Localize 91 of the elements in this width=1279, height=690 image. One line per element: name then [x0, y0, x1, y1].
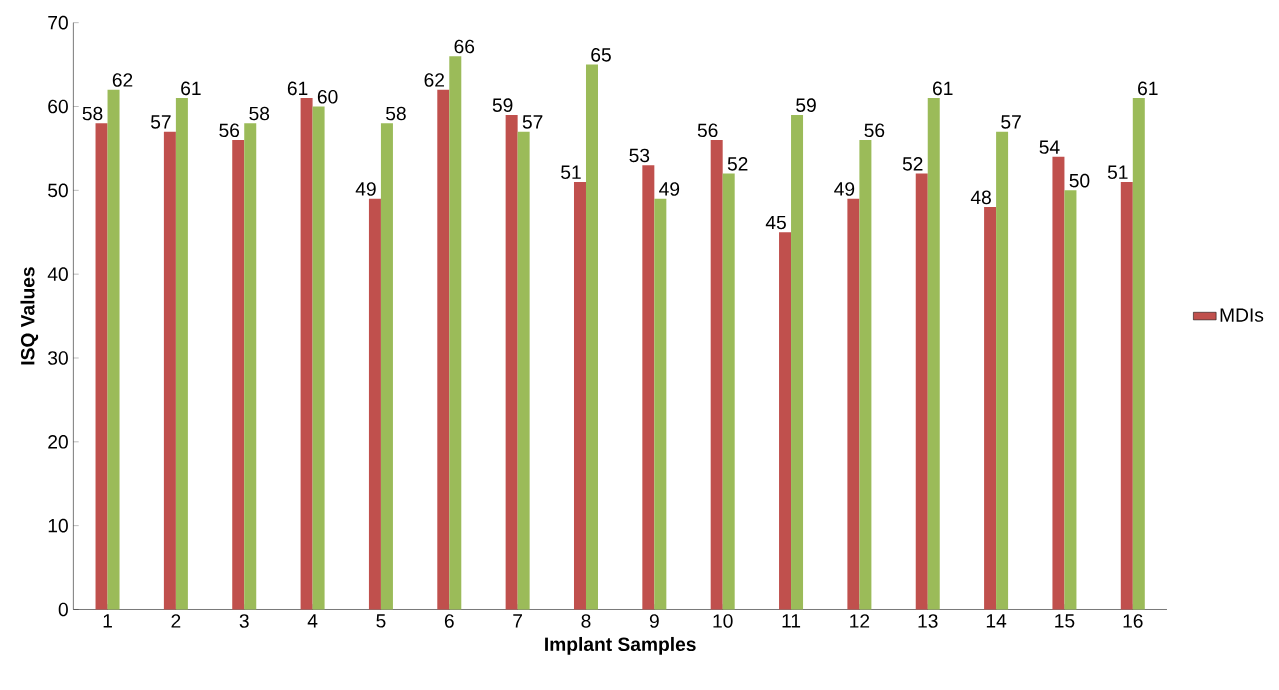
x-tick-label: 2 [171, 614, 181, 628]
x-tick-label: 8 [581, 614, 591, 629]
bar [175, 98, 188, 610]
data-label: 51 [1107, 165, 1128, 180]
bar [505, 115, 518, 610]
bar [984, 207, 997, 610]
bar [380, 123, 393, 610]
data-label: 56 [219, 123, 240, 138]
x-tick-label: 3 [239, 614, 249, 629]
x-tick-label: 6 [444, 614, 454, 629]
bar [517, 131, 530, 610]
data-label: 59 [796, 98, 816, 113]
bar [300, 98, 313, 610]
data-label: 49 [659, 182, 680, 197]
bar [449, 56, 462, 610]
data-label: 50 [1069, 174, 1090, 188]
bar [244, 123, 257, 610]
y-tick-label: 0 [58, 602, 68, 617]
y-tick-label: 60 [48, 99, 68, 114]
bar [1052, 157, 1065, 610]
data-label: 58 [249, 106, 270, 121]
x-tick-label: 14 [986, 614, 1007, 628]
bar [859, 140, 872, 610]
x-tick-label: 12 [850, 614, 870, 628]
bar [1120, 182, 1133, 610]
data-label: 48 [970, 190, 991, 205]
data-label: 57 [522, 115, 543, 129]
data-label: 52 [727, 157, 748, 171]
bar [163, 131, 176, 610]
data-label: 61 [287, 81, 308, 96]
data-label: 61 [933, 81, 953, 96]
data-label: 53 [629, 148, 650, 163]
bar [642, 165, 655, 610]
bar [368, 198, 381, 610]
legend-label: MDIs [1220, 308, 1264, 323]
bar [779, 232, 792, 610]
bar [585, 64, 598, 610]
x-tick-label: 16 [1123, 614, 1143, 629]
y-tick-label: 70 [48, 16, 68, 30]
x-tick-label: 5 [376, 614, 386, 628]
y-tick-label: 40 [47, 267, 68, 282]
bar [654, 198, 667, 610]
data-label: 57 [150, 115, 171, 129]
y-axis-title: ISQ Values [20, 267, 39, 365]
bar [232, 140, 245, 610]
data-label: 54 [1039, 140, 1060, 155]
bar [847, 198, 860, 610]
x-tick-label: 4 [307, 614, 318, 628]
bar [437, 89, 450, 610]
data-label: 61 [181, 81, 201, 96]
data-label: 66 [454, 39, 475, 54]
x-tick-label: 11 [782, 614, 801, 628]
x-axis-title: Implant Samples [545, 637, 696, 656]
bar [927, 98, 940, 610]
bar [107, 89, 120, 610]
bar [95, 123, 108, 610]
data-label: 62 [112, 73, 133, 88]
data-label: 61 [1138, 81, 1158, 96]
bar [915, 173, 928, 610]
x-tick-label: 7 [513, 614, 523, 628]
bar [996, 131, 1009, 610]
data-label: 56 [697, 123, 718, 138]
data-label: 56 [864, 123, 885, 138]
data-label: 49 [834, 182, 855, 197]
data-label: 57 [1001, 115, 1021, 129]
data-label: 51 [561, 165, 581, 180]
x-tick-label: 1 [103, 614, 112, 628]
data-label: 58 [386, 106, 406, 121]
data-label: 65 [591, 48, 611, 62]
data-label: 60 [317, 90, 338, 104]
y-tick-label: 20 [48, 435, 68, 449]
data-label: 52 [902, 157, 923, 171]
bar [791, 115, 804, 610]
data-label: 49 [355, 182, 376, 197]
data-label: 62 [424, 73, 444, 88]
bar [312, 106, 325, 610]
bar [1064, 190, 1077, 610]
y-tick-label: 10 [48, 519, 68, 533]
y-tick-label: 50 [48, 183, 68, 198]
bar [1132, 98, 1145, 610]
x-tick-label: 9 [649, 614, 659, 629]
x-tick-label: 13 [918, 614, 938, 629]
data-label: 45 [765, 216, 786, 230]
data-label: 58 [82, 106, 103, 121]
x-tick-label: 10 [713, 614, 733, 629]
data-label: 59 [492, 98, 513, 113]
y-tick-label: 30 [48, 351, 68, 366]
bar [710, 140, 723, 610]
bar [722, 173, 735, 610]
x-tick-label: 15 [1055, 614, 1075, 628]
bar [573, 182, 586, 610]
